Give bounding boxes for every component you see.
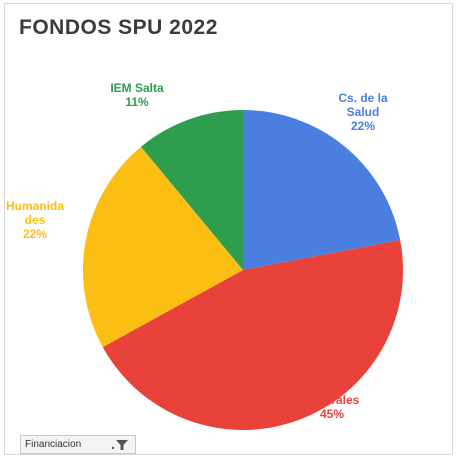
- pie-slice[interactable]: [141, 110, 243, 270]
- pie-slice[interactable]: [243, 110, 401, 270]
- pie-chart: Cs. de la Salud 22% Cs. Naturales 45% Humanida…: [6, 81, 404, 431]
- slice-label: Cs. Naturales 45%: [305, 379, 360, 421]
- filter-label: Financiacion: [25, 439, 82, 450]
- pie-slice[interactable]: [102, 240, 404, 431]
- filter-funnel-icon: [111, 439, 129, 451]
- slice-label: Cs. de la Salud 22%: [338, 91, 388, 133]
- chart-title: FONDOS SPU 2022: [19, 16, 218, 39]
- chart-container: FONDOS SPU 2022 Cs. de la Salud 22% Cs. Natu…: [4, 3, 453, 455]
- slice-label: IEM Salta 11%: [110, 81, 164, 109]
- filter-button[interactable]: Financiacion: [20, 435, 136, 454]
- slice-label: Humanida des 22%: [6, 199, 64, 241]
- pie-slice[interactable]: [82, 146, 243, 348]
